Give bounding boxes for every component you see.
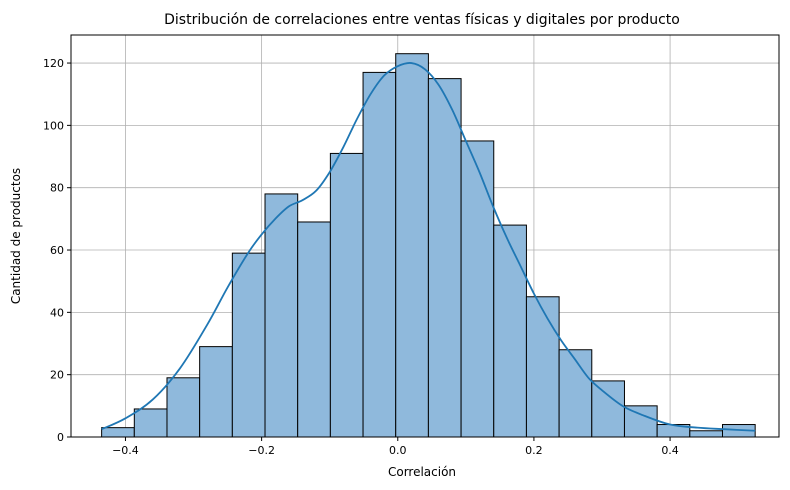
histogram-bar	[231, 252, 266, 438]
y-tick-label: 120	[43, 57, 64, 70]
chart-title: Distribución de correlaciones entre vent…	[164, 12, 680, 28]
y-tick-label: 40	[50, 306, 64, 319]
y-axis-ticks: 0 20 40 60 80 100 120	[43, 57, 71, 444]
histogram-bars	[101, 53, 756, 438]
y-tick-label: 80	[50, 182, 64, 195]
histogram-bar	[460, 140, 495, 438]
x-axis-label: Correlación	[388, 465, 456, 479]
histogram-bar	[427, 78, 462, 438]
histogram-bar	[297, 221, 331, 438]
x-tick-label: −0.4	[112, 444, 139, 457]
x-tick-label: 0.0	[389, 444, 407, 457]
histogram-bar	[329, 152, 364, 438]
histogram-bar	[395, 53, 429, 438]
histogram-bar	[558, 349, 593, 438]
histogram-bar	[591, 380, 625, 438]
x-tick-label: 0.4	[661, 444, 679, 457]
y-axis-label: Cantidad de productos	[9, 168, 23, 304]
histogram-bar	[101, 427, 135, 438]
y-tick-label: 0	[57, 431, 64, 444]
y-tick-label: 20	[50, 369, 64, 382]
histogram-bar	[264, 193, 299, 438]
histogram-bar	[689, 430, 723, 438]
x-tick-label: 0.2	[525, 444, 543, 457]
histogram-bar	[199, 346, 233, 438]
histogram-bar	[166, 377, 201, 438]
histogram-bar	[362, 71, 397, 438]
kde-curve	[101, 62, 756, 432]
x-tick-label: −0.2	[248, 444, 275, 457]
histogram-bar	[493, 224, 527, 438]
plot-frame	[70, 34, 780, 438]
x-axis-ticks: −0.4 −0.2 0.0 0.2 0.4	[112, 437, 679, 457]
y-tick-label: 100	[43, 119, 64, 132]
histogram-bar	[525, 296, 560, 438]
histogram-bar	[133, 408, 168, 438]
histogram-bar	[623, 405, 658, 438]
y-tick-label: 60	[50, 244, 64, 257]
